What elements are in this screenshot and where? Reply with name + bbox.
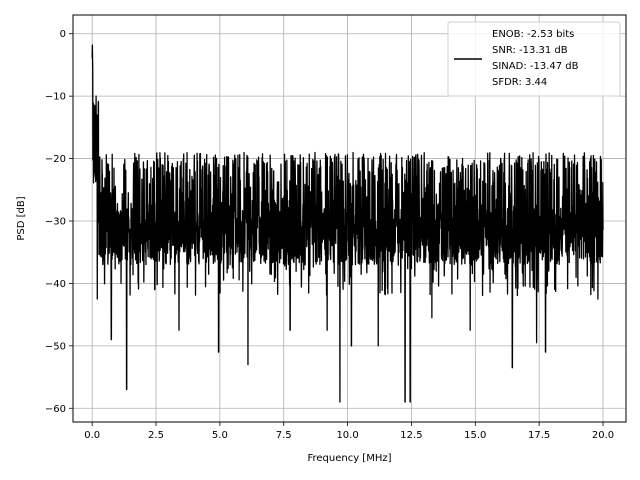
legend: ENOB: -2.53 bits SNR: -13.31 dB SINAD: -… [447,21,621,97]
x-tick-label: 5.0 [212,430,228,441]
legend-box [447,21,621,97]
y-axis-label: PSD [dB] [16,196,27,240]
x-tick-label: 20.0 [592,430,614,441]
plot-area [91,44,604,403]
x-tick-label: 2.5 [148,430,164,441]
x-tick-label: 15.0 [464,430,486,441]
legend-text-enob: ENOB: -2.53 bits [492,29,574,40]
y-tick-label: −50 [45,341,66,352]
x-tick-label: 0.0 [84,430,100,441]
x-tick-label: 7.5 [276,430,292,441]
x-tick-label: 17.5 [528,430,550,441]
x-tick-label: 12.5 [400,430,422,441]
x-axis: 0.0 2.5 5.0 7.5 10.0 12.5 15.0 17.5 20.0 [84,422,614,441]
x-tick-label: 10.0 [336,430,358,441]
y-axis: 0 −10 −20 −30 −40 −50 −60 [45,29,73,415]
y-tick-label: −20 [45,154,66,165]
axes-frame [72,14,627,423]
x-axis-label: Frequency [MHz] [307,453,391,464]
legend-text-snr: SNR: -13.31 dB [492,45,568,56]
y-tick-label: −30 [45,216,66,227]
y-tick-label: −60 [45,404,66,415]
legend-text-sfdr: SFDR: 3.44 [492,77,547,88]
psd-series-line [91,44,604,403]
legend-text-sinad: SINAD: -13.47 dB [492,61,579,72]
y-tick-label: −40 [45,279,66,290]
y-tick-label: 0 [60,29,66,40]
y-tick-label: −10 [45,92,66,103]
